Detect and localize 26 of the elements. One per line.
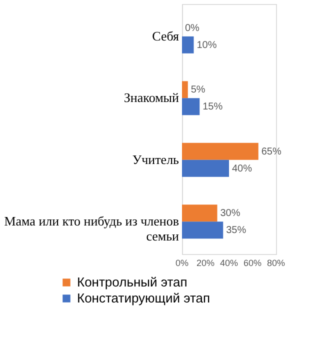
- legend-label: Контрольный этап: [77, 274, 188, 290]
- y-tick-label: Мама или кто нибудь из членов семьи: [4, 214, 180, 244]
- bar: [182, 160, 229, 177]
- x-tick-label: 80%: [266, 258, 286, 268]
- legend-label: Констатирующий этап: [77, 290, 210, 306]
- bar: [182, 98, 200, 116]
- y-tick-label: Себя: [152, 28, 180, 44]
- bar: [182, 81, 188, 98]
- data-label: 10%: [196, 40, 217, 51]
- x-tick-label: 40%: [220, 258, 238, 268]
- y-tick-label: Знакомый: [124, 90, 180, 106]
- x-tick-label: 60%: [243, 258, 262, 268]
- data-label: 0%: [185, 22, 200, 34]
- data-label: 40%: [232, 163, 252, 174]
- data-label: 30%: [220, 208, 240, 220]
- data-label: 5%: [190, 84, 206, 96]
- y-tick-label: Учитель: [132, 152, 180, 167]
- bar: [182, 36, 194, 54]
- data-label: 65%: [261, 146, 282, 158]
- data-label: 15%: [202, 102, 223, 113]
- bar: [182, 204, 218, 222]
- bar: [182, 142, 258, 160]
- x-tick-label: 0%: [175, 258, 189, 268]
- data-label: 35%: [226, 225, 246, 236]
- x-tick-label: 20%: [196, 258, 215, 268]
- bar: [182, 222, 224, 239]
